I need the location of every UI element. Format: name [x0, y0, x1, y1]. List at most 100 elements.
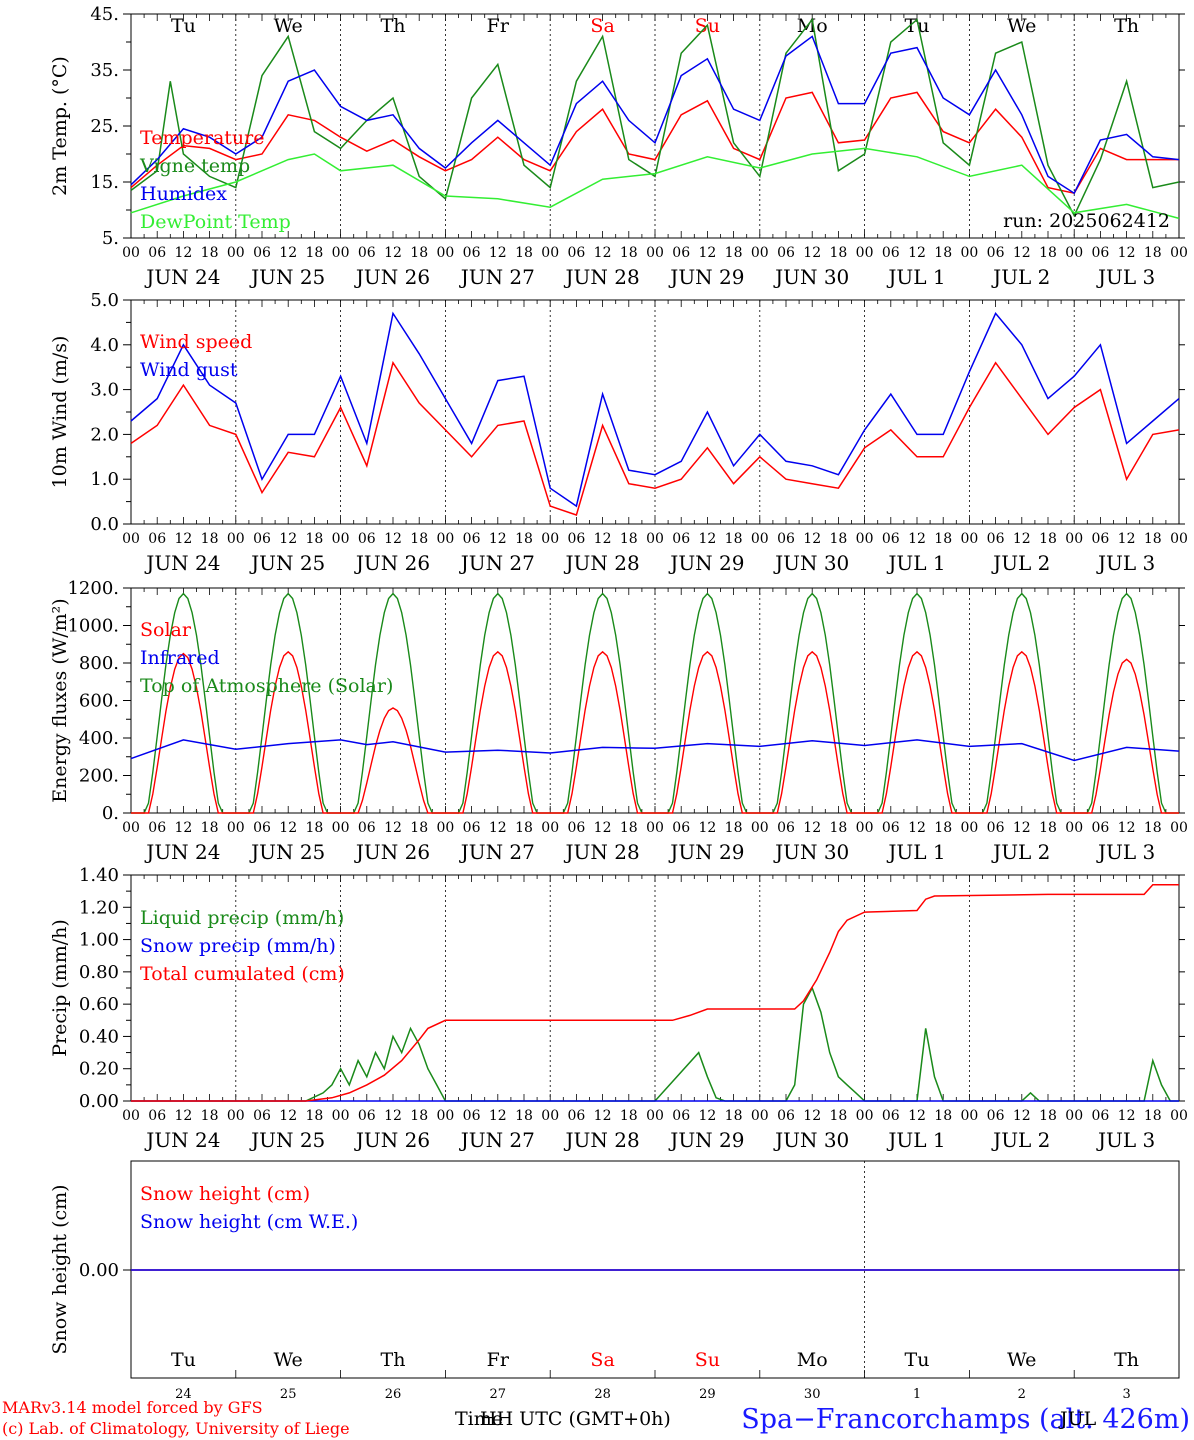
x-hour-label: 00 — [541, 1108, 559, 1124]
weekday-label: Tu — [905, 1349, 930, 1371]
series-line — [131, 650, 1179, 814]
x-hour-label: 00 — [646, 1108, 664, 1124]
x-hour-label: 06 — [1091, 531, 1109, 547]
day-number-label: 25 — [280, 1387, 297, 1402]
x-hour-label: 06 — [987, 245, 1005, 261]
x-hour-label: 12 — [279, 1108, 297, 1124]
x-hour-label: 06 — [567, 531, 585, 547]
x-hour-label: 12 — [803, 245, 821, 261]
weekday-label: Tu — [171, 15, 196, 37]
x-hour-label: 18 — [829, 1108, 847, 1124]
x-hour-label: 00 — [646, 531, 664, 547]
series-line — [131, 883, 1179, 1102]
weekday-label: We — [274, 15, 303, 37]
x-date-label: JUL 3 — [1096, 265, 1155, 289]
x-hour-label: 12 — [1118, 245, 1136, 261]
y-tick-label: 0.80 — [79, 962, 119, 983]
series-line — [130, 35, 1180, 195]
x-date-label: JUL 1 — [886, 840, 945, 864]
x-hour-label: 00 — [960, 820, 978, 836]
x-hour-label: 06 — [463, 245, 481, 261]
x-hour-label: 06 — [882, 1108, 900, 1124]
weekday-label: We — [274, 1349, 303, 1371]
x-hour-label: 18 — [725, 245, 743, 261]
y-axis-label: Precip (mm/h) — [49, 919, 71, 1057]
y-tick-label: 0.00 — [79, 1091, 119, 1112]
x-hour-label: 06 — [358, 820, 376, 836]
x-hour-label: 18 — [410, 1108, 428, 1124]
x-hour-label: 06 — [882, 245, 900, 261]
y-tick-label: 4.0 — [90, 335, 119, 356]
x-hour-label: 18 — [1039, 531, 1057, 547]
series-line — [131, 986, 1179, 1102]
energy-flux-panel: 0. 200. 400. 600. 800. 1000. 1200.Energy fluxe… — [49, 578, 1188, 864]
x-date-label: JUN 27 — [459, 1128, 535, 1152]
x-hour-label: 06 — [1091, 245, 1109, 261]
y-tick-label: 200. — [79, 766, 119, 787]
x-hour-label: 06 — [463, 531, 481, 547]
x-hour-label: 00 — [436, 1108, 454, 1124]
x-date-label: JUN 27 — [459, 551, 535, 575]
x-hour-label: 06 — [253, 1108, 271, 1124]
x-hour-label: 18 — [305, 245, 323, 261]
x-hour-label: 00 — [1170, 531, 1188, 547]
x-hour-label: 18 — [201, 820, 219, 836]
x-hour-label: 06 — [777, 820, 795, 836]
x-hour-label: 12 — [698, 1108, 716, 1124]
day-number-label: 24 — [175, 1387, 192, 1402]
x-hour-label: 18 — [1144, 820, 1162, 836]
x-hour-label: 00 — [436, 820, 454, 836]
x-date-label: JUN 25 — [249, 265, 325, 289]
x-date-label: JUN 26 — [354, 840, 430, 864]
x-hour-label: 06 — [567, 1108, 585, 1124]
x-hour-label: 18 — [201, 245, 219, 261]
x-hour-label: 18 — [515, 245, 533, 261]
series-line — [130, 17, 1180, 218]
y-tick-label: 35. — [90, 60, 119, 81]
x-date-label: JUL 2 — [991, 840, 1050, 864]
weekday-label: We — [1007, 1349, 1036, 1371]
day-number-label: 28 — [594, 1387, 611, 1402]
x-hour-label: 12 — [174, 820, 192, 836]
x-hour-label: 18 — [515, 820, 533, 836]
y-tick-label: 600. — [79, 691, 119, 712]
x-hour-label: 00 — [1065, 1108, 1083, 1124]
y-tick-label: 5.0 — [90, 290, 119, 311]
x-hour-label: 00 — [541, 531, 559, 547]
y-tick-label: 1.00 — [79, 930, 119, 951]
y-tick-label: 1.40 — [79, 865, 119, 886]
x-hour-label: 18 — [829, 531, 847, 547]
x-hour-label: 18 — [725, 820, 743, 836]
x-hour-label: 12 — [803, 1108, 821, 1124]
x-hour-label: 12 — [594, 245, 612, 261]
x-hour-label: 00 — [436, 245, 454, 261]
x-hour-label: 00 — [960, 1108, 978, 1124]
x-hour-label: 18 — [620, 531, 638, 547]
x-hour-label: 12 — [1013, 820, 1031, 836]
x-hour-label: 06 — [1091, 1108, 1109, 1124]
x-hour-label: 12 — [174, 531, 192, 547]
x-hour-label: 00 — [751, 820, 769, 836]
x-hour-label: 00 — [1170, 245, 1188, 261]
x-date-label: JUN 25 — [249, 551, 325, 575]
x-axis-label-utc: HH UTC (GMT+0h) — [480, 1408, 671, 1430]
y-tick-label: 0.0 — [90, 514, 119, 535]
x-hour-label: 00 — [1170, 1108, 1188, 1124]
x-hour-label: 06 — [672, 1108, 690, 1124]
y-tick-label: 800. — [79, 653, 119, 674]
x-hour-label: 12 — [1118, 531, 1136, 547]
x-hour-label: 06 — [463, 820, 481, 836]
weekday-label: Sa — [590, 1349, 614, 1371]
y-tick-label: 1200. — [67, 578, 119, 599]
x-date-label: JUN 24 — [144, 551, 220, 575]
x-date-label: JUL 1 — [886, 551, 945, 575]
day-number-label: 1 — [913, 1387, 921, 1402]
x-hour-label: 00 — [646, 820, 664, 836]
legend-entry: Snow precip (mm/h) — [140, 935, 336, 957]
x-hour-label: 18 — [1039, 1108, 1057, 1124]
y-axis-label: Snow height (cm) — [49, 1184, 71, 1354]
x-hour-label: 18 — [1144, 531, 1162, 547]
y-tick-label: 400. — [79, 728, 119, 749]
x-hour-label: 06 — [358, 1108, 376, 1124]
legend-entry: Temperature — [140, 127, 264, 149]
